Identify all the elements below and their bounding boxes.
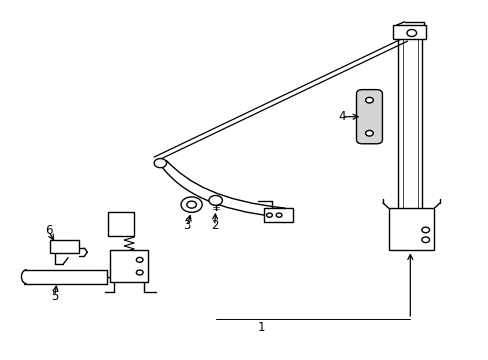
Text: 4: 4	[338, 110, 345, 123]
Circle shape	[365, 97, 372, 103]
Bar	[388, 208, 433, 250]
Text: 1: 1	[257, 321, 264, 334]
Circle shape	[208, 195, 222, 205]
Circle shape	[365, 130, 372, 136]
Text: 6: 6	[44, 225, 52, 238]
Circle shape	[136, 257, 143, 262]
Circle shape	[266, 213, 272, 217]
Bar	[392, 25, 426, 39]
Bar	[50, 240, 79, 253]
Circle shape	[276, 213, 282, 217]
Bar	[263, 208, 292, 222]
Circle shape	[154, 158, 166, 168]
Circle shape	[136, 270, 143, 275]
Circle shape	[181, 197, 202, 212]
Circle shape	[406, 30, 416, 36]
Circle shape	[421, 227, 428, 233]
Text: 2: 2	[210, 219, 218, 232]
Bar	[110, 250, 148, 282]
Circle shape	[421, 237, 428, 243]
Circle shape	[186, 201, 196, 208]
Bar	[107, 212, 134, 236]
Text: 3: 3	[183, 219, 190, 232]
FancyBboxPatch shape	[356, 90, 382, 144]
Text: 5: 5	[51, 289, 58, 302]
